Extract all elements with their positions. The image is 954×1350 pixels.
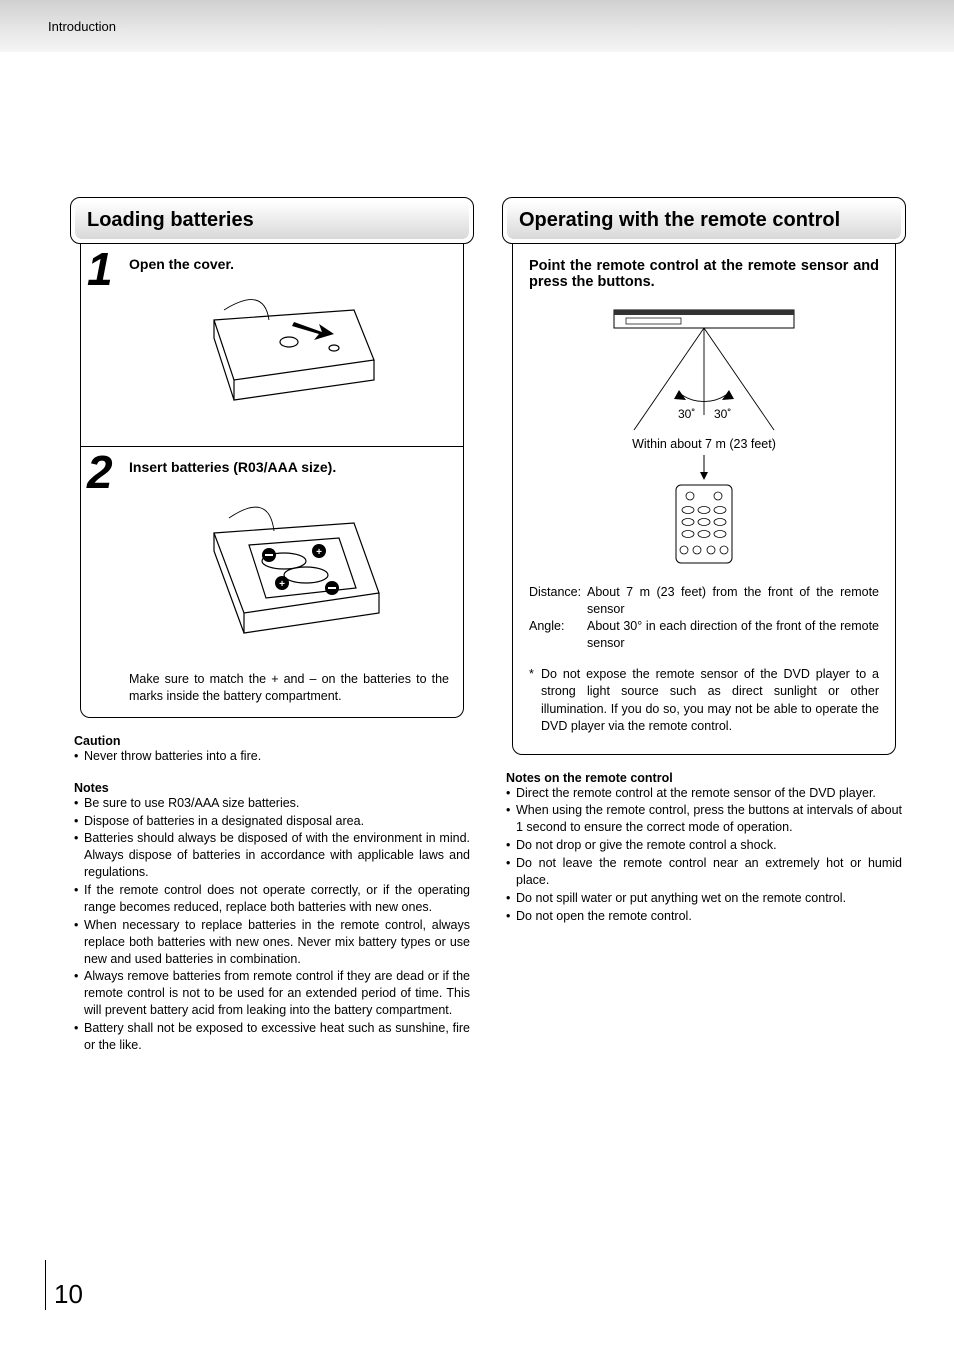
right-section-title: Operating with the remote control [507, 202, 901, 239]
spec-angle: Angle: About 30° in each direction of th… [529, 618, 879, 652]
page-header: Introduction [0, 0, 954, 52]
list-item: If the remote control does not operate c… [74, 882, 470, 916]
right-section-title-box: Operating with the remote control [502, 197, 906, 244]
caution-heading: Caution [74, 734, 470, 748]
angle-right-label: 30˚ [714, 407, 731, 421]
step-2: 2 Insert batteries (R03/AAA size). + [81, 446, 463, 717]
step-1-title: Open the cover. [129, 256, 449, 272]
remote-instruction-box: Point the remote control at the remote s… [512, 244, 896, 755]
left-column: Loading batteries 1 Open the cover. [70, 197, 474, 1055]
right-notes-heading: Notes on the remote control [506, 771, 902, 785]
list-item: Never throw batteries into a fire. [74, 748, 470, 765]
list-item: Do not open the remote control. [506, 908, 902, 925]
range-label: Within about 7 m (23 feet) [632, 437, 776, 451]
spec-distance-value: About 7 m (23 feet) from the front of th… [587, 584, 879, 618]
list-item: Batteries should always be disposed of w… [74, 830, 470, 881]
list-item: Battery shall not be exposed to excessiv… [74, 1020, 470, 1054]
svg-text:+: + [279, 579, 285, 590]
list-item: Do not spill water or put anything wet o… [506, 890, 902, 907]
step-1-number: 1 [87, 246, 113, 292]
list-item: Always remove batteries from remote cont… [74, 968, 470, 1019]
left-notes-list: Be sure to use R03/AAA size batteries. D… [74, 795, 470, 1054]
right-column: Operating with the remote control Point … [502, 197, 906, 1055]
angle-left-label: 30˚ [678, 407, 695, 421]
spec-angle-label: Angle: [529, 618, 587, 652]
step-2-title: Insert batteries (R03/AAA size). [129, 459, 449, 475]
remote-range-diagram: 30˚ 30˚ Within about 7 m (23 feet) [564, 300, 844, 570]
left-notes-heading: Notes [74, 781, 470, 795]
header-section-label: Introduction [48, 19, 116, 34]
spec-distance-label: Distance: [529, 584, 587, 618]
step-2-note: Make sure to match the + and – on the ba… [129, 671, 449, 705]
step-2-number: 2 [87, 449, 113, 495]
remote-warning-text: Do not expose the remote sensor of the D… [529, 666, 879, 736]
svg-text:+: + [316, 547, 322, 558]
page-content: Loading batteries 1 Open the cover. [0, 52, 954, 1055]
spec-angle-value: About 30° in each direction of the front… [587, 618, 879, 652]
list-item: Dispose of batteries in a designated dis… [74, 813, 470, 830]
list-item: When using the remote control, press the… [506, 802, 902, 836]
page-number: 10 [45, 1260, 83, 1310]
step-2-illustration: + + [174, 483, 404, 663]
left-section-title-box: Loading batteries [70, 197, 474, 244]
list-item: When necessary to replace batteries in t… [74, 917, 470, 968]
steps-container: 1 Open the cover. 2 Insert batte [80, 244, 464, 718]
list-item: Direct the remote control at the remote … [506, 785, 902, 802]
list-item: Do not drop or give the remote control a… [506, 837, 902, 854]
left-section-title: Loading batteries [75, 202, 469, 239]
remote-subheading: Point the remote control at the remote s… [529, 258, 879, 290]
left-notes-block: Notes Be sure to use R03/AAA size batter… [70, 781, 474, 1054]
spec-distance: Distance: About 7 m (23 feet) from the f… [529, 584, 879, 618]
list-item: Be sure to use R03/AAA size batteries. [74, 795, 470, 812]
right-notes-block: Notes on the remote control Direct the r… [502, 771, 906, 925]
right-notes-list: Direct the remote control at the remote … [506, 785, 902, 925]
list-item: Do not leave the remote control near an … [506, 855, 902, 889]
step-1: 1 Open the cover. [81, 244, 463, 446]
caution-block: Caution Never throw batteries into a fir… [70, 734, 474, 765]
step-1-illustration [174, 280, 404, 430]
caution-list: Never throw batteries into a fire. [74, 748, 470, 765]
